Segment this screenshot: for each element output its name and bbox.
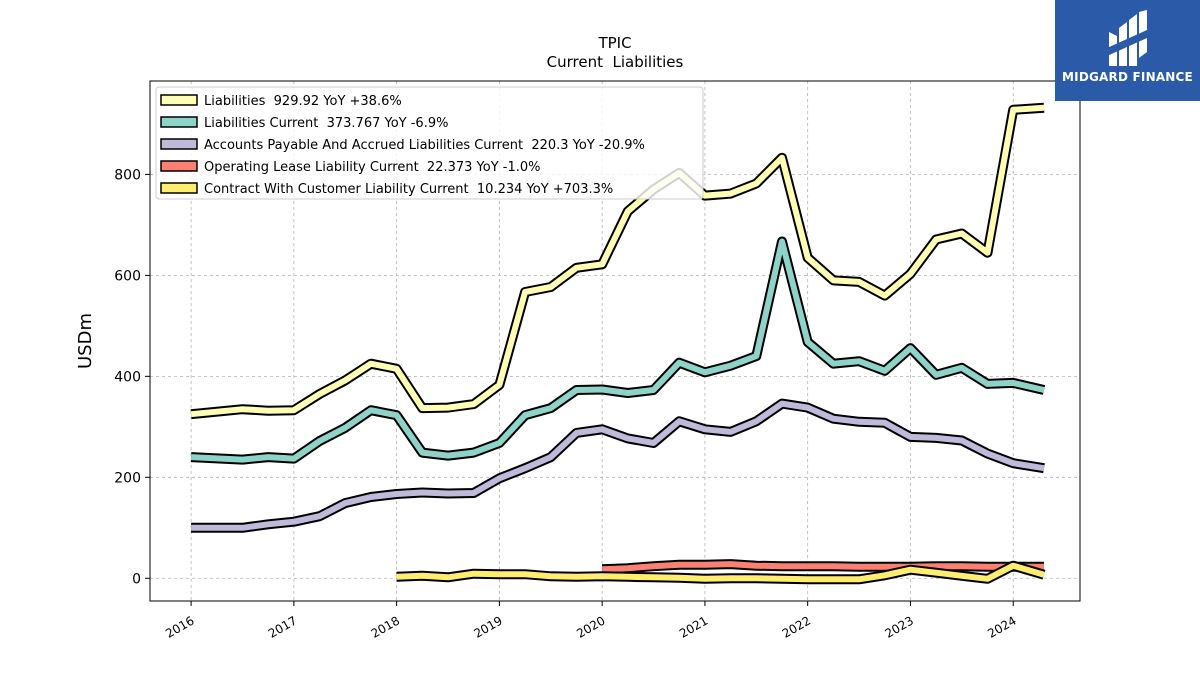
series-line (602, 561, 1044, 573)
x-tick-label: 2022 (780, 613, 813, 640)
x-tick-label: 2018 (369, 613, 402, 640)
series-line (396, 562, 1045, 583)
series-3 (191, 398, 1045, 533)
legend-entry: Contract With Customer Liability Current… (204, 182, 613, 197)
plot-frame (149, 80, 1081, 602)
x-axis: 2016 2017 2018 2019 2020 2021 2022 2023 2024 (163, 601, 1019, 641)
series-line-outline (191, 398, 1045, 533)
chart-title: TPIC (597, 34, 631, 52)
y-tick-label: 200 (114, 470, 141, 486)
series-2 (190, 236, 1046, 465)
legend-entry: Liabilities Current 373.767 YoY -6.9% (204, 116, 448, 131)
series-line (190, 238, 1045, 463)
midgard-mark-icon (1107, 10, 1147, 66)
legend-entry: Accounts Payable And Accrued Liabilities… (204, 138, 645, 153)
series-line (190, 104, 1045, 418)
series-layer (190, 102, 1046, 585)
y-tick-label: 800 (114, 167, 141, 183)
legend-swatch (160, 138, 198, 150)
y-axis: 0 200 400 600 800 (114, 167, 150, 587)
x-tick-label: 2019 (471, 613, 504, 640)
legend: Liabilities 929.92 YoY +38.6% Liabilities… (155, 86, 704, 200)
y-tick-label: 0 (132, 571, 141, 587)
y-tick-label: 400 (114, 369, 141, 385)
chart-subtitle: Current Liabilities (547, 53, 684, 71)
x-tick-label: 2023 (882, 613, 915, 640)
x-tick-label: 2016 (163, 613, 196, 640)
legend-swatch (160, 94, 198, 106)
x-tick-label: 2024 (985, 613, 1018, 640)
y-axis-label: USDm (75, 313, 96, 369)
midgard-finance-logo: MIDGARD FINANCE (1055, 0, 1200, 101)
y-tick-label: 600 (114, 268, 141, 284)
x-tick-label: 2020 (574, 613, 607, 640)
logo-text: MIDGARD FINANCE (1062, 70, 1193, 84)
legend-swatch (160, 116, 198, 128)
legend-swatch (160, 160, 198, 172)
series-4 (602, 559, 1044, 575)
legend-swatch (160, 182, 198, 194)
legend-entry: Operating Lease Liability Current 22.373… (204, 160, 541, 175)
series-line (191, 400, 1045, 531)
series-1 (190, 102, 1045, 420)
x-tick-label: 2017 (266, 613, 299, 640)
legend-entry: Liabilities 929.92 YoY +38.6% (204, 94, 402, 109)
x-tick-label: 2021 (677, 613, 710, 640)
legend-box (155, 86, 704, 200)
series-5 (396, 560, 1046, 585)
